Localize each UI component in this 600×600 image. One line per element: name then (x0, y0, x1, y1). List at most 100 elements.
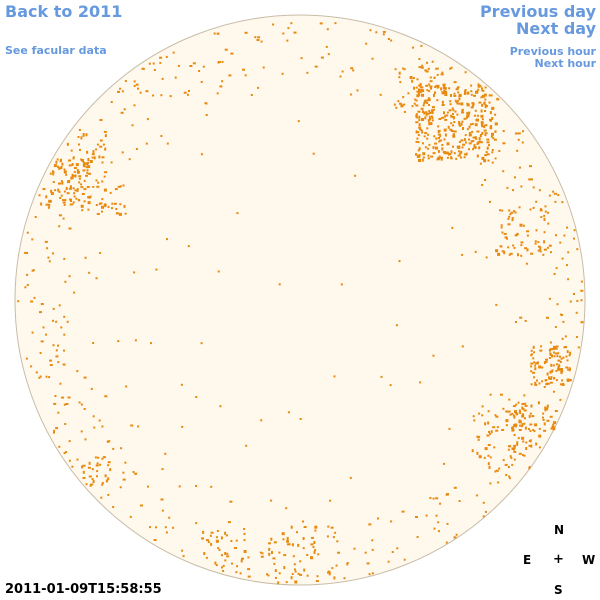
facula-point (244, 31, 248, 34)
facula-point (61, 396, 65, 399)
facula-point (85, 174, 88, 177)
facula-point (101, 482, 104, 484)
facula-point (146, 118, 149, 121)
facula-point (192, 62, 196, 65)
facula-point (523, 394, 526, 397)
facula-point (82, 464, 86, 467)
facula-point (69, 198, 71, 201)
facula-point (87, 158, 90, 161)
facula-point (63, 190, 66, 193)
next-day-link[interactable]: Next day (516, 19, 596, 38)
facula-point (83, 165, 86, 168)
facula-point (104, 171, 108, 174)
facula-point (543, 217, 546, 221)
facula-point (101, 483, 104, 486)
facula-point (412, 46, 414, 49)
facula-point (539, 247, 542, 250)
facula-point (456, 102, 459, 105)
facula-point (96, 213, 100, 215)
previous-day-link[interactable]: Previous day (479, 2, 596, 21)
facula-point (416, 137, 419, 140)
facula-point (327, 571, 330, 574)
facula-point (42, 326, 45, 329)
facula-point (453, 92, 456, 95)
see-facular-data-link[interactable]: See facular data (5, 44, 107, 57)
facula-point (58, 304, 61, 307)
facula-point (520, 254, 523, 257)
facula-point (377, 517, 379, 520)
facula-point (495, 429, 499, 432)
facula-point (181, 425, 184, 428)
facula-point (350, 67, 354, 70)
facula-point (504, 463, 508, 466)
facula-point (435, 497, 439, 500)
facula-point (335, 564, 338, 567)
facula-point (417, 91, 420, 93)
facula-point (524, 320, 527, 322)
facula-point (474, 250, 477, 253)
facula-point (122, 478, 126, 481)
facula-point (290, 525, 293, 529)
facula-point (515, 234, 518, 237)
facula-point (77, 198, 80, 201)
facula-point (573, 229, 576, 232)
facula-point (63, 403, 66, 406)
facula-point (415, 86, 418, 89)
facula-point (477, 438, 480, 441)
facula-point (87, 196, 91, 199)
facula-point (530, 365, 533, 368)
facula-point (449, 100, 452, 103)
facula-point (491, 161, 494, 164)
facula-point (456, 145, 459, 149)
facula-point (257, 36, 261, 39)
facula-point (436, 99, 439, 102)
facula-point (419, 85, 422, 88)
facula-point (112, 447, 115, 450)
facula-point (423, 102, 426, 105)
facula-point (260, 419, 263, 422)
facula-point (458, 102, 461, 105)
facula-point (580, 321, 584, 324)
facula-point (452, 124, 454, 127)
facula-point (512, 189, 514, 192)
facula-point (168, 516, 171, 519)
facula-point (50, 189, 53, 193)
facula-point (83, 200, 86, 203)
facula-point (70, 176, 73, 180)
facula-point (66, 143, 69, 146)
facula-point (458, 120, 461, 123)
facula-point (297, 543, 300, 547)
facula-point (470, 90, 473, 93)
facula-point (58, 214, 62, 217)
facula-point (93, 156, 96, 160)
facula-point (463, 138, 466, 142)
back-to-year-link[interactable]: Back to 2011 (5, 2, 123, 21)
facula-point (519, 424, 522, 427)
facula-point (562, 320, 565, 323)
facula-point (440, 156, 443, 159)
facula-point (474, 146, 477, 149)
next-hour-link[interactable]: Next hour (534, 57, 597, 70)
facula-point (283, 566, 286, 570)
facula-point (486, 146, 489, 150)
facula-point (415, 140, 418, 143)
facula-point (554, 326, 557, 328)
facula-point (443, 138, 446, 141)
previous-hour-link[interactable]: Previous hour (509, 45, 596, 58)
facula-point (96, 475, 98, 478)
facula-point (519, 223, 523, 227)
facula-point (99, 119, 103, 121)
facula-point (536, 379, 538, 382)
facula-point (481, 414, 484, 417)
facula-point (273, 562, 276, 565)
facula-point (63, 257, 66, 260)
facula-point (296, 531, 298, 534)
facula-point (76, 170, 80, 174)
facula-point (101, 205, 104, 209)
facula-point (538, 365, 542, 369)
facula-point (538, 427, 541, 430)
facula-point (254, 36, 257, 39)
facula-point (501, 231, 504, 234)
facula-point (99, 252, 102, 254)
facula-point (391, 551, 394, 553)
